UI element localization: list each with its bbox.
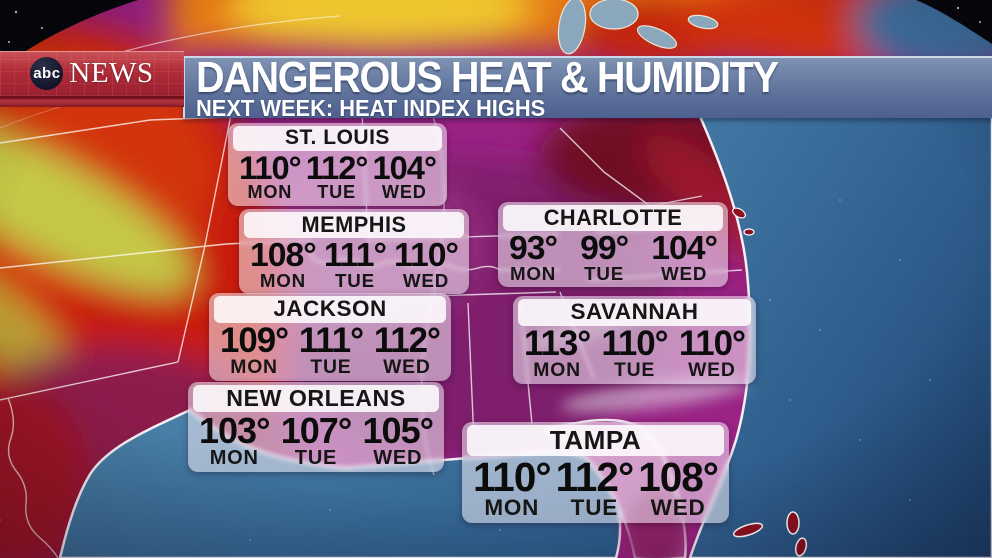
temp-value: 104° xyxy=(372,148,437,186)
day-label: MON xyxy=(484,495,540,521)
temp-value: 93° xyxy=(509,228,558,267)
headline-title: DANGEROUS HEAT & HUMIDITY xyxy=(196,53,779,102)
temp-value: 103° xyxy=(199,410,270,452)
day-label: MON xyxy=(209,447,259,470)
city-card-jackson: JACKSON 109° MON 111° TUE 112° WED xyxy=(209,293,451,381)
day-label: TUE xyxy=(334,270,375,292)
day-label: TUE xyxy=(317,182,356,203)
temp-value: 107° xyxy=(280,410,352,452)
city-card-memphis: MEMPHIS 108° MON 111° TUE 110° WED xyxy=(239,209,469,295)
temp-value: 110° xyxy=(239,148,302,186)
city-name: JACKSON xyxy=(214,296,446,323)
day-label: WED xyxy=(661,263,708,285)
abc-news-logo: abc NEWS xyxy=(0,51,184,107)
day-label: WED xyxy=(402,270,450,292)
day-label: TUE xyxy=(613,359,656,382)
temp-value: 111° xyxy=(323,235,387,274)
temp-value: 108° xyxy=(638,453,719,500)
day-label: TUE xyxy=(584,263,625,285)
city-name: MEMPHIS xyxy=(244,212,464,238)
day-label: WED xyxy=(383,356,431,379)
headline-subtitle: NEXT WEEK: HEAT INDEX HIGHS xyxy=(196,95,546,121)
temp-value: 105° xyxy=(362,410,434,452)
temp-value: 112° xyxy=(373,320,441,360)
temp-value: 110° xyxy=(394,235,459,274)
city-card-tampa: TAMPA 110° MON 112° TUE 108° WED xyxy=(462,422,729,523)
day-label: WED xyxy=(650,495,706,521)
temp-value: 110° xyxy=(601,323,668,363)
temp-value: 109° xyxy=(220,320,289,360)
temp-value: 111° xyxy=(298,320,364,360)
city-name: ST. LOUIS xyxy=(233,126,442,151)
city-card-new-orleans: NEW ORLEANS 103° MON 107° TUE 105° WED xyxy=(188,382,444,473)
day-label: WED xyxy=(373,447,423,470)
city-name: NEW ORLEANS xyxy=(193,385,439,413)
abc-label: abc xyxy=(33,65,61,82)
temp-value: 110° xyxy=(473,453,552,500)
day-label: MON xyxy=(247,182,293,203)
temp-value: 110° xyxy=(678,323,746,363)
day-label: TUE xyxy=(570,495,619,521)
city-card-st-louis: ST. LOUIS 110° MON 112° TUE 104° WED xyxy=(228,123,447,206)
day-label: MON xyxy=(533,359,581,382)
day-label: MON xyxy=(509,263,557,285)
city-name: SAVANNAH xyxy=(518,299,751,326)
city-name: CHARLOTTE xyxy=(503,205,723,231)
temp-value: 108° xyxy=(250,235,317,274)
news-wordmark: NEWS xyxy=(69,57,154,89)
temp-value: 99° xyxy=(580,228,629,267)
temp-value: 104° xyxy=(651,228,718,267)
city-name: TAMPA xyxy=(467,425,724,456)
headline-banner: DANGEROUS HEAT & HUMIDITY NEXT WEEK: HEA… xyxy=(183,53,992,121)
temp-value: 112° xyxy=(305,148,369,186)
temp-value: 112° xyxy=(555,453,635,500)
day-label: MON xyxy=(230,356,278,379)
day-label: WED xyxy=(381,182,427,203)
day-label: TUE xyxy=(294,447,338,470)
day-label: WED xyxy=(688,359,736,382)
day-label: MON xyxy=(259,270,306,292)
city-card-charlotte: CHARLOTTE 93° MON 99° TUE 104° WED xyxy=(498,202,728,288)
temp-value: 113° xyxy=(524,323,591,363)
day-label: TUE xyxy=(310,356,352,379)
city-card-savannah: SAVANNAH 113° MON 110° TUE 110° WED xyxy=(513,296,756,384)
abc-circle-icon: abc xyxy=(30,57,64,90)
